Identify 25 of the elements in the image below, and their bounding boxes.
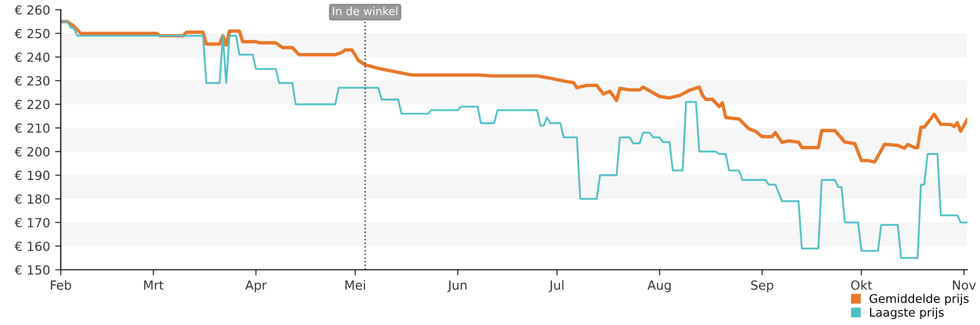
x-tick-label: Sep bbox=[751, 280, 774, 292]
x-tick-label: Jul bbox=[548, 280, 564, 292]
y-tick-label: € 150 bbox=[14, 265, 50, 275]
x-tick-label: Nov bbox=[952, 280, 976, 290]
y-tick-label: € 250 bbox=[14, 28, 50, 38]
x-tick-label: Jun bbox=[447, 280, 466, 292]
x-tick-label: Feb bbox=[50, 280, 72, 290]
y-tick-label: € 210 bbox=[14, 123, 50, 133]
y-tick-label: € 190 bbox=[14, 170, 50, 180]
legend-label: Gemiddelde prijs bbox=[870, 294, 969, 306]
x-tick-label: Okt bbox=[851, 280, 872, 290]
y-tick-label: € 180 bbox=[14, 194, 50, 204]
y-tick-label: € 160 bbox=[14, 242, 50, 252]
x-tick-label: Aug bbox=[647, 280, 671, 292]
x-tick-label: Mrt bbox=[144, 280, 164, 290]
y-tick-label: € 260 bbox=[14, 5, 50, 15]
y-tick-label: € 200 bbox=[14, 147, 50, 156]
y-tick-label: € 230 bbox=[14, 76, 50, 86]
x-tick-label: Mei bbox=[345, 280, 366, 290]
y-tick-label: € 220 bbox=[14, 100, 50, 110]
legend-label: Laagste prijs bbox=[870, 308, 944, 320]
ref-line-label: In de winkel bbox=[333, 6, 398, 16]
y-tick-label: € 240 bbox=[14, 52, 50, 62]
x-tick-label: Apr bbox=[245, 280, 267, 292]
y-tick-label: € 170 bbox=[14, 218, 50, 228]
